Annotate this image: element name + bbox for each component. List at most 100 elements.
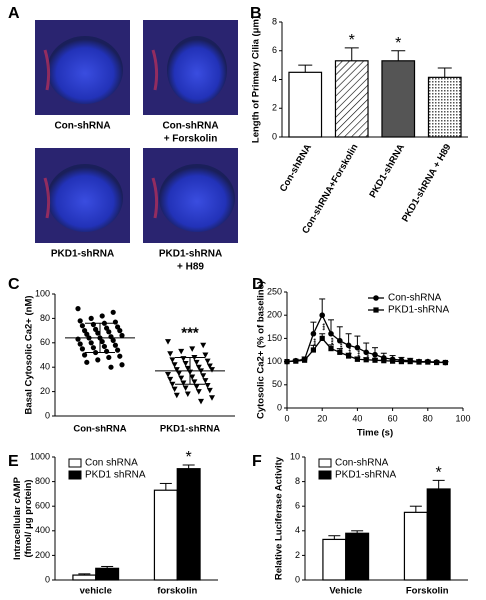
y-axis-label: Basal Cytosolic Ca2+ (nM) [24,295,35,414]
nucleus [47,164,123,232]
y-tick-label: 6 [272,45,277,55]
x-tick-label: 40 [352,413,362,423]
x-tick-label: 60 [388,413,398,423]
bar [334,60,369,138]
point [108,364,114,370]
marker [425,359,431,365]
point [79,346,85,352]
panel-label: F [252,453,262,470]
point [88,315,94,321]
x-tick-label: Vehicle [329,586,362,597]
point [165,372,171,378]
y-tick-label: 40 [40,362,50,372]
point [110,309,116,315]
marker [381,358,387,364]
point [95,330,101,336]
marker [310,347,316,353]
x-tick-label: PKD1-shRNA [160,424,220,435]
point [115,347,121,353]
point [117,353,123,359]
y-tick-label: 2 [295,550,300,560]
panel-label: A [8,5,20,22]
marker [434,359,440,366]
y-tick-label: 10 [290,451,300,461]
point [198,398,204,405]
y-tick-label: 0 [272,131,277,141]
marker [310,330,317,337]
point [77,318,83,324]
y-axis-label: Intracellular cAMP [12,476,23,560]
bar [153,489,178,581]
x-tick-label: PKD1-shRNA + H89 [400,142,454,224]
point [101,343,107,350]
y-tick-label: 0 [295,574,300,584]
legend-swatch [318,458,332,468]
legend-swatch [68,458,82,468]
point [90,321,97,328]
point [171,362,178,368]
point [202,378,209,384]
point [193,384,200,390]
marker [346,353,352,359]
point [110,337,116,343]
cilium-stain [43,177,51,219]
significance: * [186,449,192,466]
point [206,363,213,369]
point [182,361,189,367]
panel-label: C [8,276,20,293]
bar [403,511,428,581]
point [95,357,101,363]
x-tick-label: vehicle [80,586,112,597]
legend-label: Con shRNA [85,458,138,469]
x-tick-label: PKD1-shRNA [367,142,407,200]
point [189,346,196,352]
point [200,342,207,349]
point [171,386,178,393]
significance: * [349,32,355,49]
y-tick-label: 20 [40,386,50,396]
x-axis-label: Time (s) [357,428,393,439]
marker [373,307,379,313]
y-tick-label: 8 [295,476,300,486]
point [165,339,171,345]
point [182,385,189,391]
legend-label: PKD1-shRNA [388,305,449,316]
y-tick-label: 100 [267,356,282,366]
y-tick-label: 400 [35,525,50,535]
significance: * [395,35,401,52]
y-axis-label: (fmol/ μg protein) [23,479,34,557]
point [77,341,83,347]
legend-label: Con-shRNA [388,293,442,304]
y-tick-label: 200 [267,310,282,320]
cilium-stain [151,49,159,91]
point [167,376,174,383]
legend-label: Con-shRNA [335,458,389,469]
x-tick-label: Con-shRNA [73,424,126,435]
significance: *** [367,352,373,360]
cilium-stain [151,177,159,219]
legend-swatch [318,470,332,480]
point [173,367,180,373]
y-tick-label: 250 [267,286,282,296]
point [112,319,118,325]
y-axis-label: Relative Luciferase Activity [274,456,285,580]
point [178,348,185,355]
significance: *** [358,349,364,357]
marker [372,357,378,363]
y-tick-label: 200 [35,550,50,560]
image-caption: + Forskolin [164,134,218,145]
point [209,367,215,373]
nucleus [47,36,123,104]
point [189,374,196,380]
point [79,323,85,329]
marker [390,358,396,364]
point [176,370,182,377]
point [180,380,187,387]
point [106,329,112,335]
image-caption: PKD1-shRNA [159,249,222,260]
legend-label: PKD1 shRNA [85,470,146,481]
point [206,387,213,394]
marker [372,351,378,358]
marker [363,357,369,363]
